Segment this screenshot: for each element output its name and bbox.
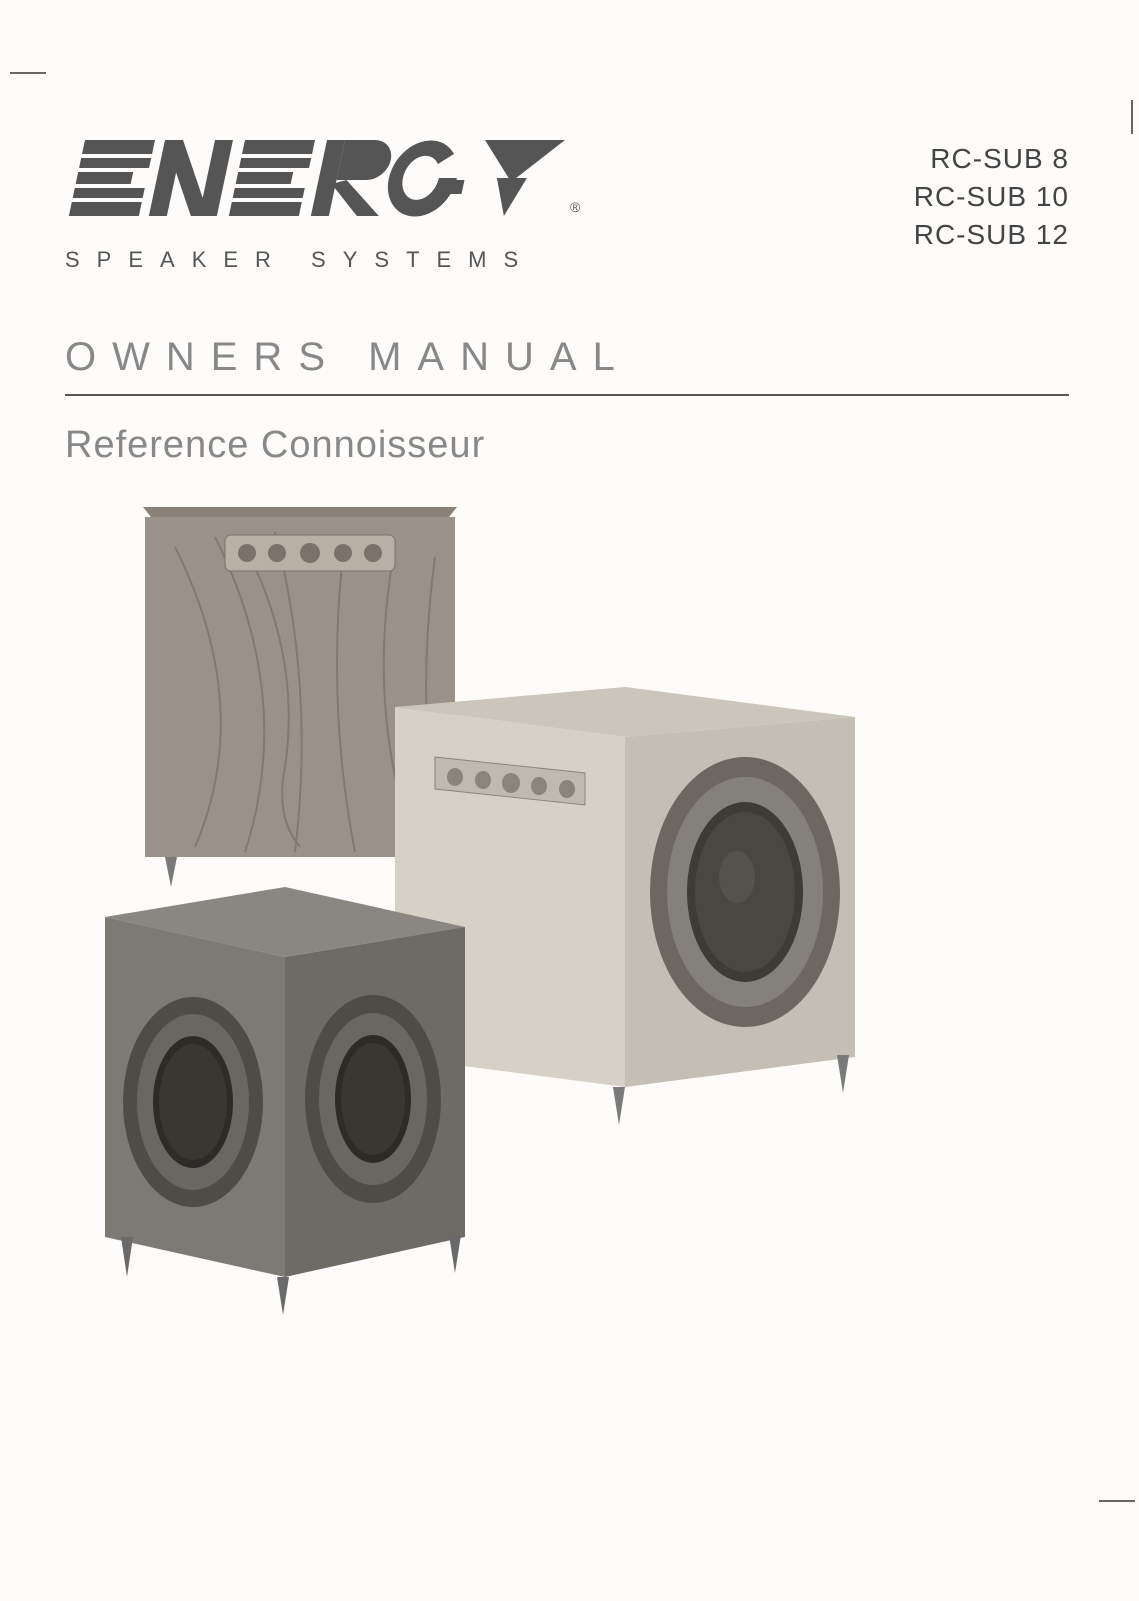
brand-tagline: SPEAKER SYSTEMS	[65, 247, 595, 273]
scan-mark	[10, 72, 46, 74]
title-block: OWNERS MANUAL Reference Connoisseur	[65, 335, 1069, 467]
model-item: RC-SUB 8	[914, 140, 1069, 178]
header: ® SPEAKER SYSTEMS RC-SUB 8 RC-SUB 10 RC-…	[65, 140, 1069, 273]
model-item: RC-SUB 12	[914, 216, 1069, 254]
brand-logo: ®	[65, 140, 595, 230]
product-illustration	[65, 507, 1069, 1407]
registered-mark: ®	[570, 199, 581, 215]
scan-mark	[1131, 100, 1133, 134]
model-item: RC-SUB 10	[914, 178, 1069, 216]
cabinet-dark	[65, 877, 495, 1317]
title-rule	[65, 394, 1069, 396]
scan-mark	[1099, 1500, 1135, 1502]
brand-logo-block: ® SPEAKER SYSTEMS	[65, 140, 595, 273]
doc-subtitle: Reference Connoisseur	[65, 424, 1069, 467]
model-list: RC-SUB 8 RC-SUB 10 RC-SUB 12	[914, 140, 1069, 253]
doc-title: OWNERS MANUAL	[65, 335, 1069, 390]
